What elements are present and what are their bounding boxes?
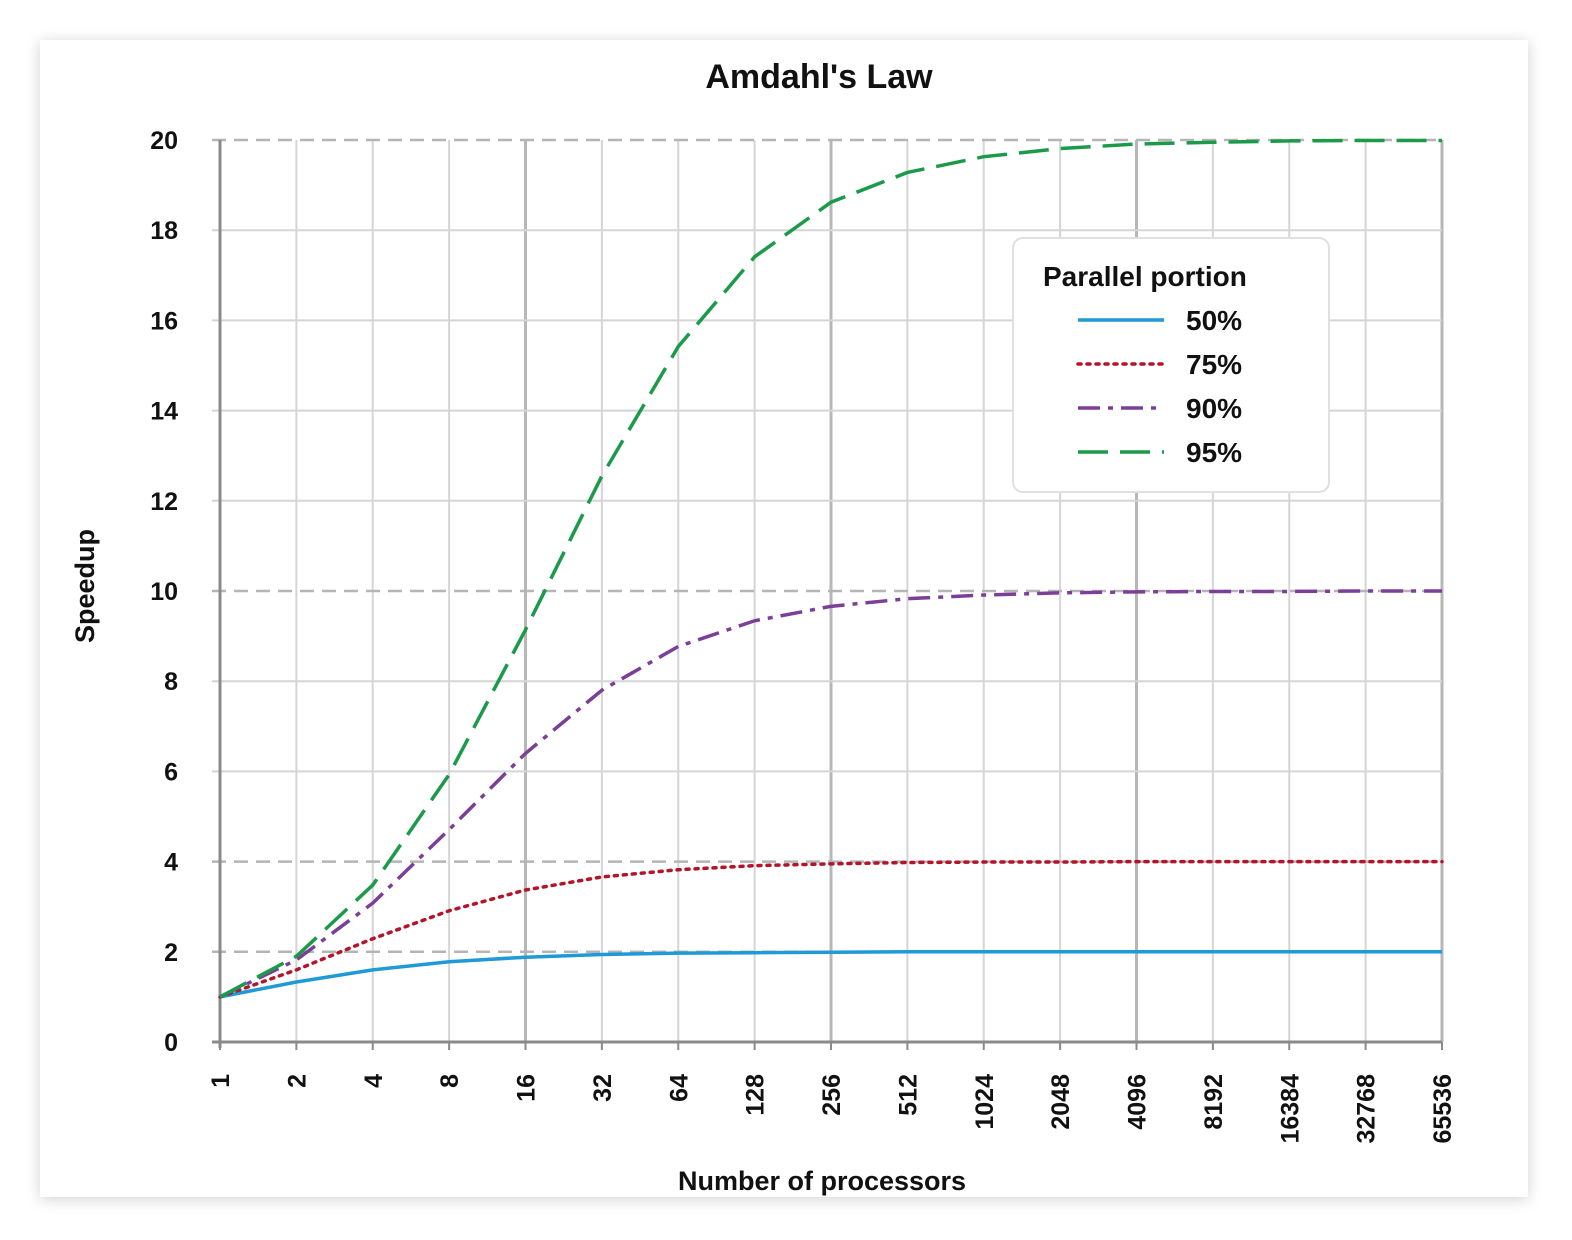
x-tick-label: 16 — [513, 1074, 541, 1102]
y-tick-label: 18 — [150, 217, 178, 245]
y-tick-label: 20 — [150, 127, 178, 155]
series-lines — [218, 138, 1444, 999]
x-tick-label: 256 — [818, 1074, 846, 1116]
x-tick-label: 2048 — [1047, 1074, 1075, 1130]
series-line-90pct — [219, 589, 1442, 999]
y-tick-label: 12 — [150, 488, 178, 516]
legend-items: 50% 75% 90% 95% — [1076, 305, 1242, 468]
y-tick-label: 8 — [164, 668, 178, 696]
x-tick-label: 128 — [742, 1074, 770, 1116]
x-tick-label: 8192 — [1200, 1074, 1228, 1130]
x-tick-label: 1024 — [971, 1074, 999, 1130]
x-tick-label: 4096 — [1124, 1074, 1152, 1130]
legend-label: 90% — [1186, 393, 1242, 424]
x-tick-label: 32768 — [1353, 1074, 1381, 1144]
x-tick-label: 1 — [207, 1074, 235, 1088]
x-tick-label: 65536 — [1429, 1074, 1457, 1144]
x-axis-label: Number of processors — [678, 1166, 966, 1196]
x-tick-label: 16384 — [1276, 1074, 1304, 1144]
chart-card: Amdahl's Law 0 2 4 6 8 10 12 14 16 18 20 1 2 4 8 16 32 64… — [40, 40, 1528, 1197]
y-tick-label: 16 — [150, 307, 178, 335]
legend: Parallel portion 50% 75% 90% 95% — [1012, 237, 1330, 493]
y-tick-label: 0 — [164, 1029, 178, 1057]
legend-title: Parallel portion — [1043, 261, 1247, 292]
y-tick-label: 10 — [150, 578, 178, 606]
x-tick-label: 32 — [589, 1074, 617, 1102]
x-tick-label: 4 — [360, 1074, 388, 1088]
y-tick-label: 14 — [150, 398, 178, 426]
x-tick-label: 2 — [283, 1074, 311, 1088]
x-tick-label: 512 — [894, 1074, 922, 1116]
y-tick-label: 2 — [164, 939, 178, 967]
series-line-95pct — [219, 138, 1442, 999]
y-tick-label: 6 — [164, 758, 178, 786]
series-line-50pct — [219, 950, 1442, 999]
legend-label: 75% — [1186, 349, 1242, 380]
y-tick-label: 4 — [164, 849, 178, 877]
legend-label: 95% — [1186, 437, 1242, 468]
x-tick-label: 8 — [436, 1074, 464, 1088]
legend-label: 50% — [1186, 305, 1242, 336]
y-axis-label: Speedup — [70, 529, 100, 643]
x-tick-label: 64 — [665, 1074, 693, 1102]
axes — [212, 140, 1443, 1050]
chart-title: Amdahl's Law — [705, 58, 933, 96]
series-line-75pct — [218, 859, 1444, 999]
legend-box — [1012, 237, 1330, 493]
